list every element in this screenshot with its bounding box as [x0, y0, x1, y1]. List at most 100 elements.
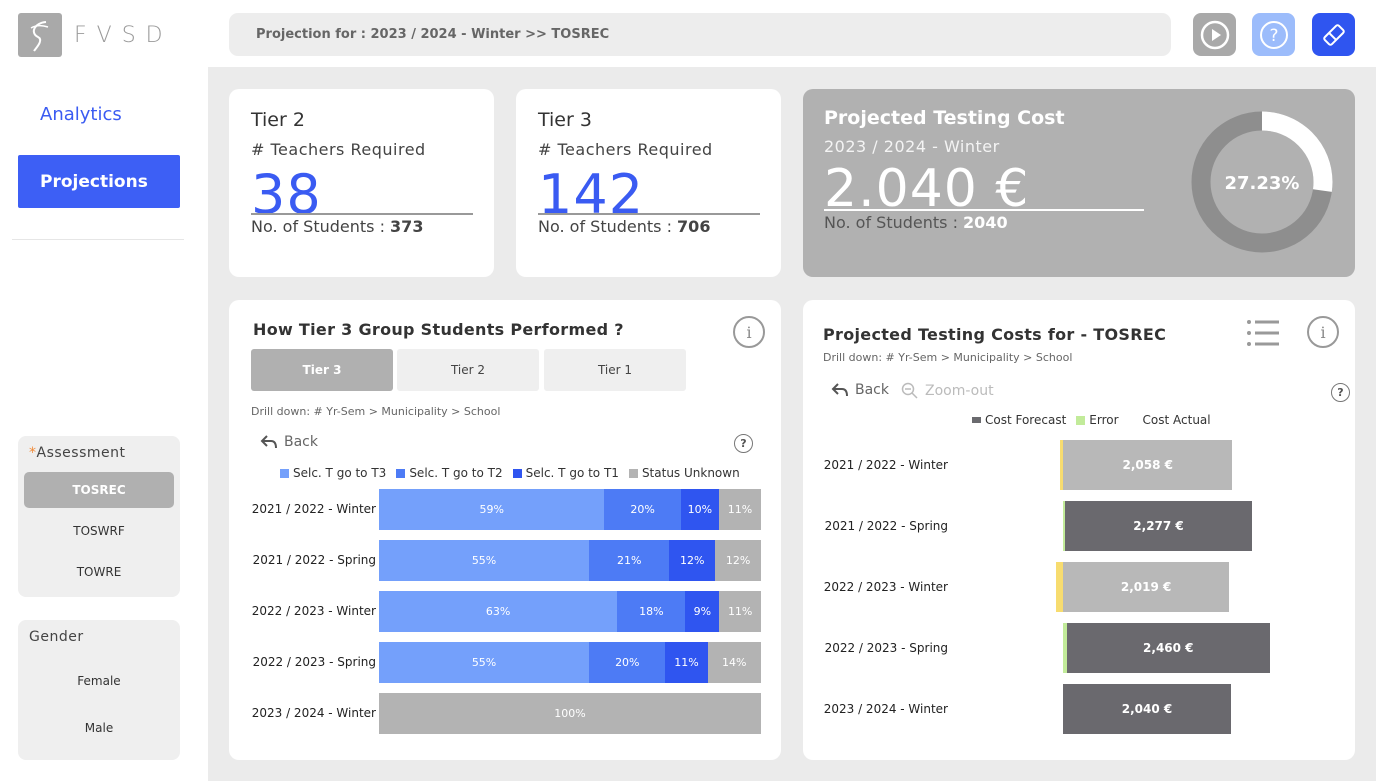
legend-swatch — [1076, 415, 1086, 425]
back-arrow-icon — [831, 383, 848, 397]
assessment-option-toswrf[interactable]: TOSWRF — [73, 524, 125, 538]
legend-item: Selc. T go to T3 — [280, 466, 386, 480]
cost-bar[interactable]: 2,040 € — [1063, 684, 1231, 734]
tier-bar-segment[interactable]: 18% — [617, 591, 686, 632]
info-icon[interactable]: i — [1307, 316, 1339, 348]
help-icon[interactable]: ? — [734, 434, 753, 453]
cost-legend: Cost Forecast Error Cost Actual — [972, 413, 1211, 427]
zoom-out-label: Zoom-out — [925, 383, 994, 399]
tier-bar-segment[interactable]: 10% — [680, 489, 719, 530]
tier-bar-segment[interactable]: 20% — [604, 489, 681, 530]
tier-row-label: 2023 / 2024 - Winter — [251, 706, 376, 720]
donut-arc — [1191, 111, 1333, 253]
legend-swatch — [512, 468, 522, 478]
back-label: Back — [284, 434, 318, 450]
info-icon[interactable]: i — [733, 316, 765, 348]
legend-item: Cost Forecast — [972, 413, 1066, 427]
nav-projections[interactable]: Projections — [18, 155, 180, 208]
logo-mark-icon — [18, 13, 62, 57]
play-icon — [1200, 20, 1229, 49]
projected-cost-card: Projected Testing Cost 2023 / 2024 - Win… — [803, 89, 1355, 277]
tab-tier2[interactable]: Tier 2 — [397, 349, 539, 391]
tab-tier3[interactable]: Tier 3 — [251, 349, 393, 391]
legend-item: Selc. T go to T1 — [512, 466, 619, 480]
breadcrumb: Projection for : 2023 / 2024 - Winter >>… — [229, 13, 1171, 56]
cost-row-label: 2022 / 2023 - Spring — [824, 641, 948, 655]
donut-label: 27.23% — [1225, 173, 1300, 194]
gender-filter-title: Gender — [29, 629, 84, 645]
kpi-students: No. of Students : 706 — [538, 217, 711, 236]
tier-bar-row[interactable]: 55% 20% 11% 14% — [379, 642, 761, 683]
divider — [538, 213, 760, 215]
tier-bar-segment[interactable]: 59% — [379, 489, 605, 530]
tier-bar-segment[interactable]: 11% — [718, 489, 761, 530]
back-button[interactable]: Back — [260, 434, 318, 450]
tier-bar-segment[interactable]: 63% — [379, 591, 618, 632]
kpi-value: 142 — [538, 163, 645, 226]
tier-bar-segment[interactable]: 100% — [379, 693, 761, 734]
tier-bar-segment[interactable]: 11% — [665, 642, 708, 683]
tier-bar-segment[interactable]: 20% — [589, 642, 666, 683]
zoom-out-button[interactable]: Zoom-out — [901, 382, 994, 400]
tier-bar-segment[interactable]: 12% — [669, 540, 716, 581]
legend-swatch — [628, 468, 638, 478]
gender-filter: Gender Female Male — [18, 620, 180, 760]
svg-text:?: ? — [1269, 26, 1278, 46]
clear-filters-button[interactable] — [1312, 13, 1355, 56]
tier-bar-row[interactable]: 59% 20% 10% 11% — [379, 489, 761, 530]
tab-tier1[interactable]: Tier 1 — [544, 349, 686, 391]
kpi-subtitle: # Teachers Required — [538, 140, 713, 159]
gender-option-male[interactable]: Male — [84, 721, 114, 735]
tier-bar-row[interactable]: 63% 18% 9% 11% — [379, 591, 761, 632]
cost-bar[interactable]: 2,460 € — [1067, 623, 1270, 673]
help-icon: ? — [1259, 20, 1288, 49]
menu-icon[interactable] — [1246, 318, 1280, 352]
cost-bar[interactable]: 2,019 € — [1063, 562, 1230, 612]
cost-error-bar[interactable] — [1063, 623, 1067, 673]
tier-bar-segment[interactable]: 14% — [707, 642, 761, 683]
legend-swatch — [396, 468, 406, 478]
cost-students: No. of Students : 2040 — [824, 213, 1008, 232]
eraser-icon — [1322, 23, 1345, 46]
help-button[interactable]: ? — [1252, 13, 1295, 56]
cost-bar[interactable]: 2,277 € — [1064, 501, 1253, 551]
cost-error-bar[interactable] — [1063, 501, 1065, 551]
kpi-subtitle: # Teachers Required — [251, 140, 426, 159]
drill-down-path: Drill down: # Yr-Sem > Municipality > Sc… — [823, 351, 1073, 364]
nav-analytics[interactable]: Analytics — [40, 104, 122, 125]
cost-row-label: 2023 / 2024 - Winter — [823, 702, 948, 716]
tier-bar-segment[interactable]: 9% — [685, 591, 720, 632]
tier-bar-segment[interactable]: 12% — [715, 540, 761, 581]
divider — [251, 213, 473, 215]
back-label: Back — [855, 382, 889, 398]
tier-legend: Selc. T go to T3 Selc. T go to T2 Selc. … — [280, 466, 740, 480]
back-button[interactable]: Back — [831, 382, 889, 398]
legend-swatch — [972, 417, 981, 423]
cost-error-bar[interactable] — [1056, 562, 1063, 612]
cost-bar[interactable]: 2,058 € — [1063, 440, 1233, 490]
tier-bar-segment[interactable]: 55% — [379, 540, 590, 581]
assessment-option-tosrec[interactable]: TOSREC — [24, 472, 174, 508]
tier3-kpi-card: Tier 3 # Teachers Required 142 No. of St… — [516, 89, 781, 277]
tier2-kpi-card: Tier 2 # Teachers Required 38 No. of Stu… — [229, 89, 494, 277]
tier-row-label: 2022 / 2023 - Winter — [251, 604, 376, 618]
gender-option-female[interactable]: Female — [77, 674, 121, 688]
help-icon[interactable]: ? — [1331, 383, 1350, 402]
tier-bar-segment[interactable]: 55% — [379, 642, 590, 683]
tier-bar-row[interactable]: 55% 21% 12% 12% — [379, 540, 761, 581]
tier-bar-row[interactable]: 100% — [379, 693, 761, 734]
legend-item: Error — [1076, 413, 1119, 427]
play-button[interactable] — [1193, 13, 1236, 56]
kpi-title: Tier 2 — [251, 109, 305, 131]
cost-error-bar[interactable] — [1059, 440, 1063, 490]
back-arrow-icon — [260, 435, 277, 449]
divider — [824, 209, 1144, 211]
tier-bar-segment[interactable]: 21% — [589, 540, 670, 581]
tier-panel-title: How Tier 3 Group Students Performed ? — [253, 320, 624, 339]
divider — [12, 239, 184, 240]
assessment-option-towre[interactable]: TOWRE — [76, 565, 122, 579]
cost-row-label: 2021 / 2022 - Spring — [824, 519, 948, 533]
kpi-title: Tier 3 — [538, 109, 592, 131]
tier-bar-segment[interactable]: 11% — [719, 591, 761, 632]
legend-item: Status Unknown — [628, 466, 740, 480]
